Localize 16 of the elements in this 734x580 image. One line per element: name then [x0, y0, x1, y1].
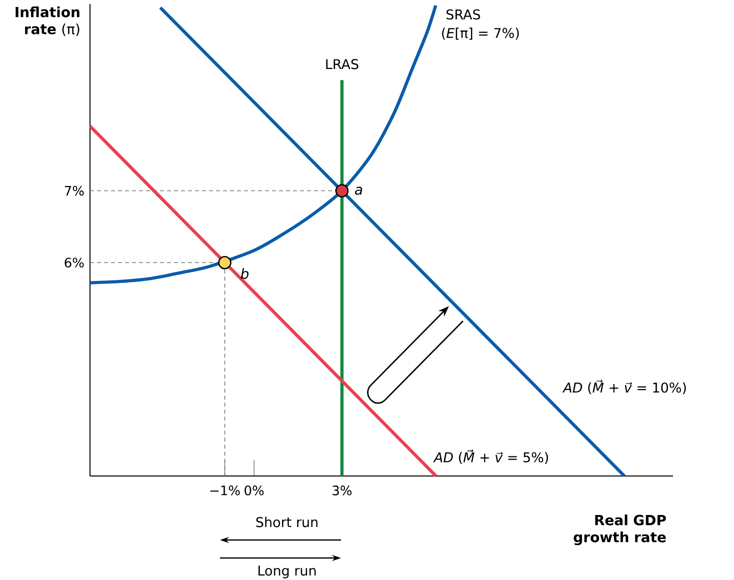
annotation: b — [240, 268, 249, 279]
y-axis-title: Inflation rate (π) — [16, 6, 80, 36]
y-tick-label: 6% — [64, 258, 84, 268]
x-tick-label: 3% — [332, 486, 352, 496]
x-tick-label: −1% — [210, 486, 240, 496]
text: Long run — [258, 566, 316, 578]
series-label: AD (M⃗ + v⃗ = 5%) — [433, 450, 548, 464]
annotation: a — [355, 186, 362, 195]
series-label: AD (M⃗ + v⃗ = 10%) — [562, 380, 686, 394]
series-label: SRAS — [446, 9, 480, 20]
x-axis-title: Real GDP growth rate — [574, 514, 666, 546]
annotation: (E[π] = 7%) — [442, 28, 519, 40]
text: Short run — [256, 516, 318, 528]
y-tick-label: 7% — [64, 186, 84, 196]
series-label: LRAS — [326, 59, 358, 70]
x-tick-label: 0% — [244, 486, 264, 496]
